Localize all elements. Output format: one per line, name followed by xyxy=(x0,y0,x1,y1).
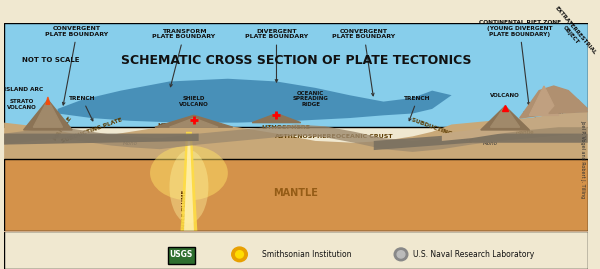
Polygon shape xyxy=(374,134,588,150)
Text: CONTINENTAL
CRUST: CONTINENTAL CRUST xyxy=(523,111,566,122)
Text: Mantle: Mantle xyxy=(515,130,534,134)
Text: SUBDUCTING PLATE: SUBDUCTING PLATE xyxy=(410,117,473,144)
Text: SUBDUCTING PLATE: SUBDUCTING PLATE xyxy=(61,117,123,144)
Text: TRENCH: TRENCH xyxy=(404,96,431,121)
Polygon shape xyxy=(58,79,452,123)
Circle shape xyxy=(394,248,408,261)
Circle shape xyxy=(232,247,247,262)
Polygon shape xyxy=(4,118,588,269)
Ellipse shape xyxy=(169,150,208,223)
Polygon shape xyxy=(169,118,218,127)
Polygon shape xyxy=(252,114,301,123)
Text: Moho: Moho xyxy=(483,141,498,146)
Text: MANTLE: MANTLE xyxy=(52,115,73,142)
Text: STRATO
VOLCANO: STRATO VOLCANO xyxy=(7,99,37,110)
Text: OCEANIC
SPREADING
RIDGE: OCEANIC SPREADING RIDGE xyxy=(293,91,328,107)
Polygon shape xyxy=(46,97,50,104)
Polygon shape xyxy=(442,112,588,141)
Text: OCEANIC CRUST: OCEANIC CRUST xyxy=(336,134,392,139)
Text: DIVERGENT
PLATE BOUNDARY: DIVERGENT PLATE BOUNDARY xyxy=(245,29,308,82)
Text: SCHEMATIC CROSS SECTION OF PLATE TECTONICS: SCHEMATIC CROSS SECTION OF PLATE TECTONI… xyxy=(121,54,471,67)
Polygon shape xyxy=(183,136,195,251)
Text: VOLCANO: VOLCANO xyxy=(490,93,520,98)
Polygon shape xyxy=(155,115,233,127)
Text: ASTHENOSPHERE: ASTHENOSPHERE xyxy=(275,134,337,139)
Text: TRENCH: TRENCH xyxy=(68,96,95,121)
Polygon shape xyxy=(34,100,62,127)
Text: SHIELD
VOLCANO: SHIELD VOLCANO xyxy=(179,96,209,107)
Polygon shape xyxy=(490,106,520,127)
Polygon shape xyxy=(4,123,588,152)
Polygon shape xyxy=(520,86,588,118)
Polygon shape xyxy=(179,132,199,255)
Polygon shape xyxy=(549,97,588,114)
Text: ISLAND ARC: ISLAND ARC xyxy=(4,87,43,92)
FancyBboxPatch shape xyxy=(4,231,588,269)
Text: HOTSPOT: HOTSPOT xyxy=(158,123,191,128)
Text: CONVERGENT
PLATE BOUNDARY: CONVERGENT PLATE BOUNDARY xyxy=(46,26,109,105)
Polygon shape xyxy=(481,106,529,130)
Text: TRANSFORM
PLATE BOUNDARY: TRANSFORM PLATE BOUNDARY xyxy=(152,29,216,87)
Text: USGS: USGS xyxy=(170,250,193,259)
Polygon shape xyxy=(23,100,72,130)
Circle shape xyxy=(236,251,244,258)
Polygon shape xyxy=(4,134,199,145)
Text: LITHOSPHERE: LITHOSPHERE xyxy=(262,125,311,130)
Text: Moho: Moho xyxy=(123,141,138,146)
Text: Joel P. Vogel and Robert J. Tilling: Joel P. Vogel and Robert J. Tilling xyxy=(580,120,586,198)
Text: EXTRATERRESTRIAL
OBJECT: EXTRATERRESTRIAL OBJECT xyxy=(550,6,597,60)
Text: MANTLE PLUME: MANTLE PLUME xyxy=(182,190,187,238)
Text: CONTINENTAL RIFT ZONE
(YOUNG DIVERGENT
PLATE BOUNDARY): CONTINENTAL RIFT ZONE (YOUNG DIVERGENT P… xyxy=(479,20,561,105)
FancyBboxPatch shape xyxy=(4,23,588,127)
Text: MANTLE: MANTLE xyxy=(274,188,319,198)
Ellipse shape xyxy=(150,146,228,200)
FancyBboxPatch shape xyxy=(4,159,588,269)
FancyBboxPatch shape xyxy=(167,247,195,264)
Text: Smithsonian Institution: Smithsonian Institution xyxy=(262,250,352,259)
Text: NOT TO SCALE: NOT TO SCALE xyxy=(22,58,79,63)
Circle shape xyxy=(397,251,405,258)
Text: CONVERGENT
PLATE BOUNDARY: CONVERGENT PLATE BOUNDARY xyxy=(332,29,395,96)
Text: U.S. Naval Research Laboratory: U.S. Naval Research Laboratory xyxy=(413,250,534,259)
Polygon shape xyxy=(529,86,559,115)
